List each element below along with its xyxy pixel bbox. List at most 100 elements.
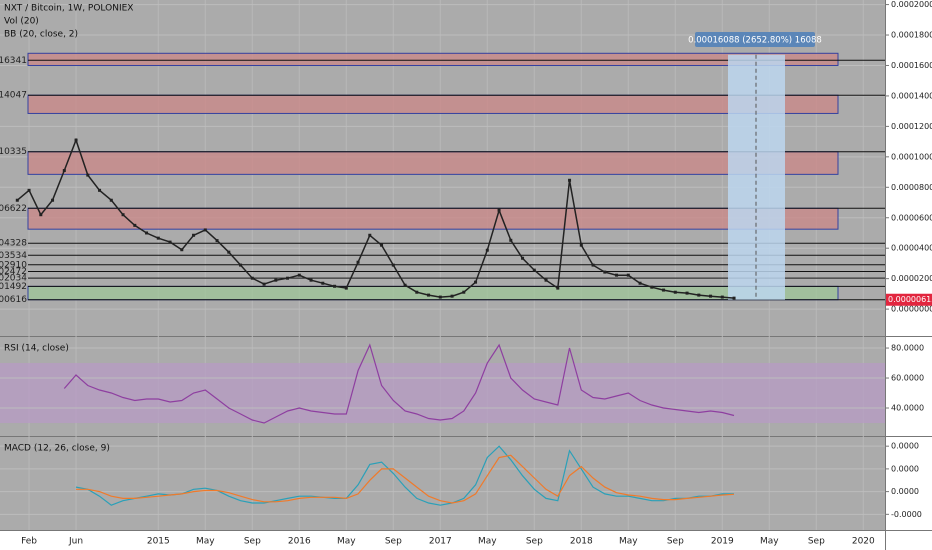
level-label: 0.00010335 xyxy=(0,147,27,157)
price-marker xyxy=(603,270,607,274)
price-marker xyxy=(579,243,583,247)
price-marker xyxy=(239,263,243,267)
price-axis xyxy=(885,0,932,550)
price-marker xyxy=(556,286,560,290)
price-marker xyxy=(98,188,102,192)
price-marker xyxy=(732,296,736,300)
zone xyxy=(27,94,839,114)
price-marker xyxy=(321,281,325,285)
price-marker xyxy=(333,284,337,288)
price-marker xyxy=(485,248,489,252)
price-marker xyxy=(497,208,501,212)
measure-label-box xyxy=(695,32,815,47)
x-tick-label: Jun xyxy=(68,537,83,547)
price-marker xyxy=(615,273,619,277)
series-line xyxy=(16,137,735,299)
price-marker xyxy=(74,138,78,142)
price-marker xyxy=(62,169,66,173)
zone xyxy=(27,285,839,301)
price-marker xyxy=(415,290,419,294)
zone xyxy=(27,151,839,175)
x-tick-label: Sep xyxy=(526,537,543,547)
series-line xyxy=(63,343,735,424)
y-tick-label: 0.00000000 xyxy=(891,305,932,314)
price-marker xyxy=(685,291,689,295)
y-tick-label: -0.0000 xyxy=(891,510,922,519)
price-marker xyxy=(638,281,642,285)
level-label: 0.00002910 xyxy=(0,260,27,270)
y-tick-label: 80.0000 xyxy=(891,344,924,353)
price-marker xyxy=(309,278,313,282)
price-marker xyxy=(39,213,43,217)
price-marker xyxy=(286,276,290,280)
price-marker xyxy=(168,240,172,244)
level-label: 0.00002034 xyxy=(0,274,27,284)
x-tick-label: May xyxy=(760,537,779,547)
last-price-label: 0.00000615 xyxy=(888,295,932,304)
x-tick-label: 2020 xyxy=(852,537,875,547)
indicator-label: Vol (20) xyxy=(4,17,39,27)
price-marker xyxy=(109,198,113,202)
x-tick-label: 2015 xyxy=(147,537,170,547)
price-marker xyxy=(51,198,55,202)
x-tick-label: 2019 xyxy=(711,537,734,547)
y-tick-label: 0.0000 xyxy=(891,464,919,473)
x-tick-label: Sep xyxy=(244,537,261,547)
price-marker xyxy=(262,282,266,286)
price-marker xyxy=(450,294,454,298)
price-marker xyxy=(356,260,360,264)
last-price-box xyxy=(886,293,932,306)
price-marker xyxy=(15,198,19,202)
level-label: 0.00004328 xyxy=(0,239,27,249)
price-marker xyxy=(227,250,231,254)
zone xyxy=(27,207,839,230)
price-marker xyxy=(203,228,207,232)
price-marker xyxy=(250,276,254,280)
price-marker xyxy=(709,294,713,298)
price-marker xyxy=(192,233,196,237)
price-marker xyxy=(438,295,442,299)
level-label: 0.00006622 xyxy=(0,204,27,214)
price-marker xyxy=(86,173,90,177)
y-tick-label: 60.0000 xyxy=(891,374,924,383)
chart-title: NXT / Bitcoin, 1W, POLONIEX xyxy=(4,4,133,14)
price-marker xyxy=(344,286,348,290)
x-tick-label: Sep xyxy=(808,537,825,547)
x-tick-label: 2017 xyxy=(429,537,452,547)
x-tick-label: 2016 xyxy=(288,537,311,547)
price-marker xyxy=(297,273,301,277)
level-label: 0.00002472 xyxy=(0,267,27,277)
measure-label: 0.00016088 (2652.80%) 16088 xyxy=(688,36,822,46)
rsi-band xyxy=(0,363,885,424)
price-marker xyxy=(662,288,666,292)
price-marker xyxy=(368,233,372,237)
zone xyxy=(27,52,839,66)
price-marker xyxy=(626,273,630,277)
price-marker xyxy=(145,231,149,235)
x-tick-label: May xyxy=(337,537,356,547)
level-label: 0.00001492 xyxy=(0,282,27,292)
price-marker xyxy=(215,239,219,243)
x-tick-label: 2018 xyxy=(570,537,593,547)
level-label: 0.00000616 xyxy=(0,295,27,305)
time-axis xyxy=(0,530,885,550)
price-marker xyxy=(274,278,278,282)
series-line xyxy=(76,454,735,504)
price-marker xyxy=(156,236,160,240)
price-marker xyxy=(133,223,137,227)
series-line xyxy=(75,445,734,506)
price-marker xyxy=(474,280,478,284)
price-marker xyxy=(391,263,395,267)
price-marker xyxy=(521,256,525,260)
price-marker xyxy=(427,293,431,297)
price-marker xyxy=(509,238,513,242)
level-label: 0.00003534 xyxy=(0,251,27,261)
